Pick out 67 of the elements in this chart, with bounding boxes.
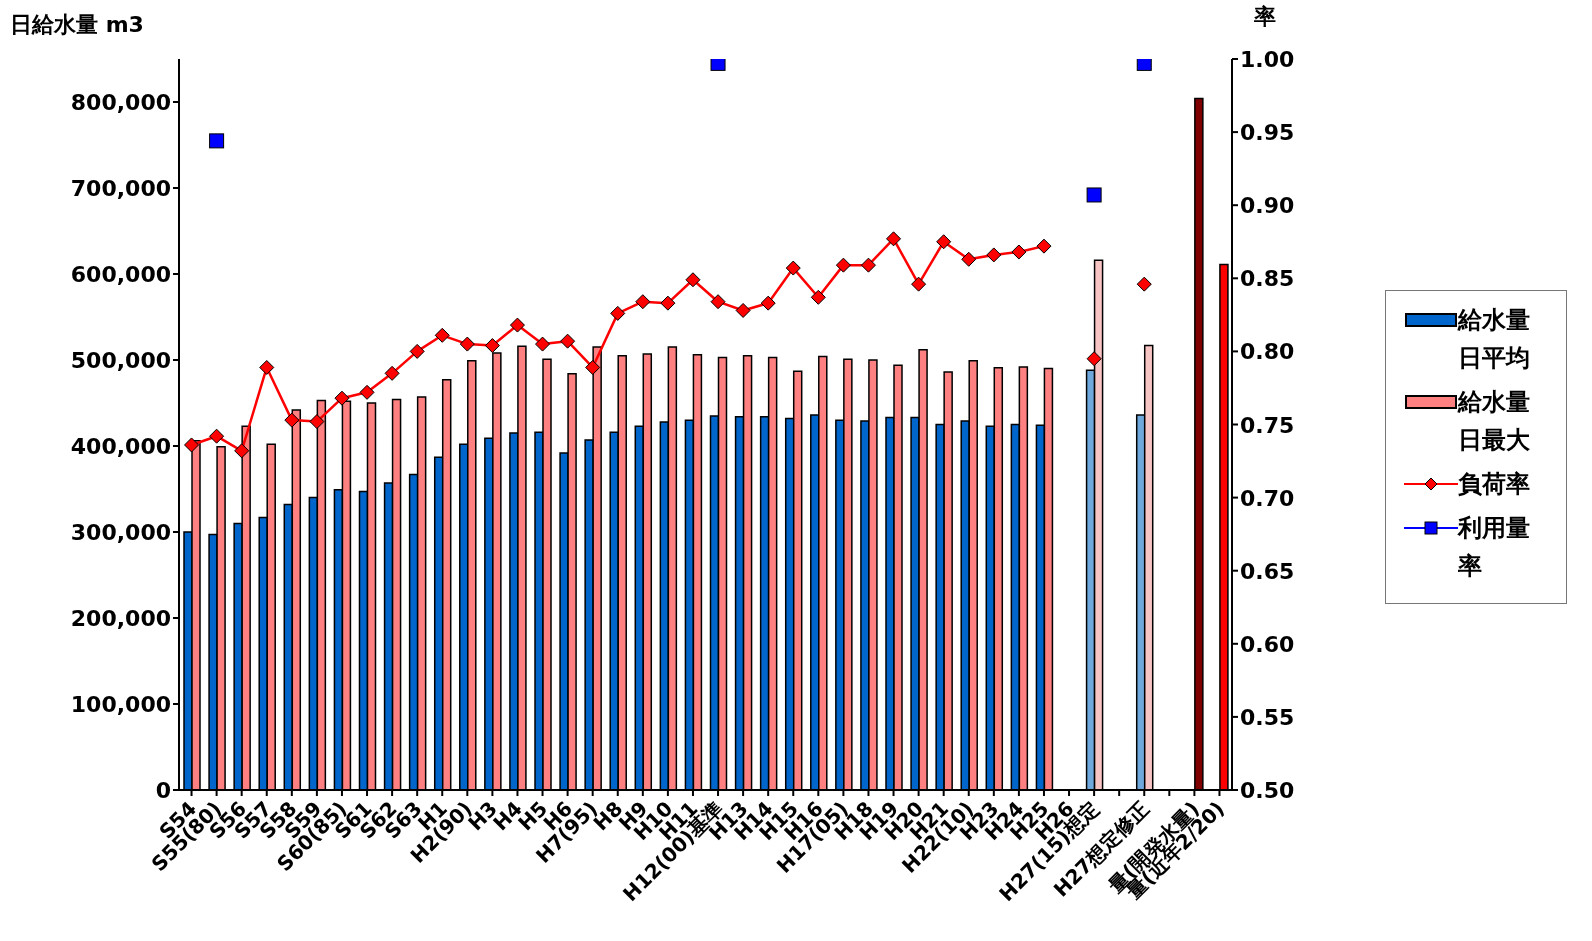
y2-tick-label: 0.50: [1240, 778, 1295, 803]
point: [961, 251, 977, 267]
point: [760, 295, 776, 311]
point: [184, 437, 200, 453]
point: [986, 247, 1002, 263]
point: [359, 384, 375, 400]
point: [710, 59, 726, 71]
y2-tick-label: 0.60: [1240, 631, 1295, 657]
point: [860, 257, 876, 273]
point: [785, 260, 801, 276]
point: [635, 294, 651, 310]
y2-tick-label: 0.75: [1240, 412, 1295, 438]
point: [209, 133, 225, 149]
point: [1086, 187, 1102, 203]
y2-tick-label: 0.90: [1240, 193, 1295, 219]
y-tick-label: 200,000: [70, 606, 171, 631]
point: [911, 276, 927, 292]
point: [735, 302, 751, 318]
point: [459, 336, 475, 352]
point: [309, 414, 325, 430]
y-tick-label: 600,000: [70, 262, 171, 287]
point: [835, 257, 851, 273]
point: [1136, 59, 1152, 71]
y-tick-label: 700,000: [70, 176, 171, 201]
legend-label: 給水量日最大: [1458, 387, 1531, 456]
point: [810, 289, 826, 305]
y2-tick-label: 0.65: [1240, 558, 1295, 584]
point: [1036, 238, 1052, 254]
point: [334, 390, 350, 406]
point: [685, 272, 701, 288]
point: [1011, 244, 1027, 260]
legend-label: 負荷率: [1458, 469, 1531, 500]
point: [384, 365, 400, 381]
point: [484, 338, 500, 354]
point: [409, 343, 425, 359]
y-tick-label: 800,000: [70, 90, 171, 115]
y2-axis-title: 率: [1254, 3, 1276, 31]
point: [886, 231, 902, 247]
point: [535, 336, 551, 352]
legend-label: 利用量率: [1458, 513, 1531, 582]
y-tick-label: 0: [155, 778, 171, 803]
point: [259, 359, 275, 375]
legend-label: 給水量日平均: [1458, 305, 1531, 374]
y-tick-label: 500,000: [70, 348, 171, 373]
point: [209, 428, 225, 444]
point: [560, 333, 576, 349]
y2-tick-label: 0.80: [1240, 339, 1295, 365]
y2-tick-label: 0.55: [1240, 704, 1295, 730]
point: [284, 412, 300, 428]
point: [585, 359, 601, 375]
point: [660, 295, 676, 311]
point: [936, 234, 952, 250]
point: [234, 443, 250, 459]
y2-tick-label: 0.95: [1240, 120, 1295, 146]
point: [434, 327, 450, 343]
y-tick-label: 400,000: [70, 434, 171, 459]
y-tick-label: 100,000: [70, 692, 171, 717]
point: [610, 305, 626, 321]
y2-tick-label: 0.85: [1240, 266, 1295, 292]
point: [509, 317, 525, 333]
y2-tick-label: 1.00: [1240, 47, 1295, 72]
point: [710, 294, 726, 310]
y2-tick-label: 0.70: [1240, 485, 1295, 511]
y-tick-label: 300,000: [70, 520, 171, 545]
y-axis-title: 日給水量 m3: [10, 11, 144, 39]
point: [1136, 276, 1152, 292]
point: [1086, 351, 1102, 367]
